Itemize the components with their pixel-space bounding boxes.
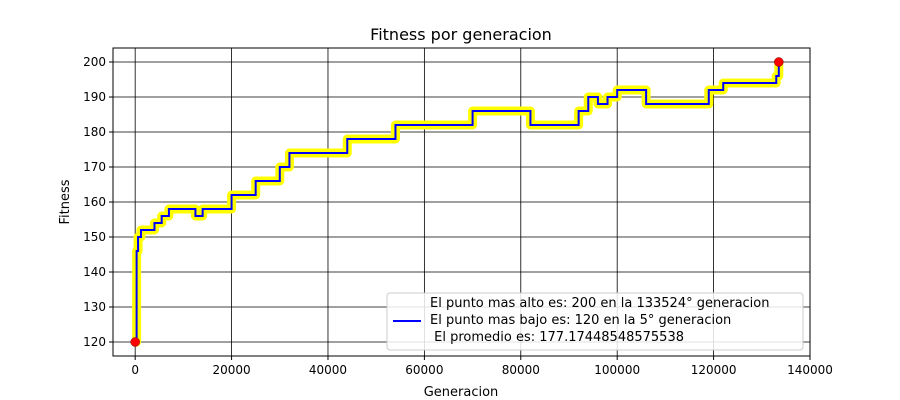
legend-box xyxy=(386,292,804,351)
y-tick-label: 130 xyxy=(83,300,106,314)
y-tick-label: 150 xyxy=(83,230,106,244)
chart-title: Fitness por generacion xyxy=(370,25,552,44)
legend-line-3: El promedio es: 177.17448548575538 xyxy=(430,330,684,345)
y-tick-label: 190 xyxy=(83,90,106,104)
x-tick-label: 20000 xyxy=(212,363,250,377)
legend-line-2: El punto mas bajo es: 120 en la 5° gener… xyxy=(430,313,731,328)
x-tick-label: 120000 xyxy=(691,363,737,377)
x-axis-label: Generacion xyxy=(424,385,499,400)
y-axis-label: Fitness xyxy=(58,179,73,224)
y-tick-label: 180 xyxy=(83,125,106,139)
x-tick-label: 80000 xyxy=(502,363,540,377)
series-line-0 xyxy=(135,62,780,343)
y-tick-label: 140 xyxy=(83,265,106,279)
y-tick-label: 120 xyxy=(83,335,106,349)
y-tick-label: 200 xyxy=(83,55,106,69)
extreme-point-1 xyxy=(774,57,784,67)
x-tick-label: 60000 xyxy=(405,363,443,377)
x-axis: 0 20000 40000 60000 80000 100000 120000 140000 xyxy=(131,356,833,377)
marker-layer xyxy=(130,57,784,347)
y-tick-label: 160 xyxy=(83,195,106,209)
series-layer xyxy=(130,57,784,347)
x-tick-label: 40000 xyxy=(309,363,347,377)
y-axis: 120 130 140 150 160 170 180 190 200 xyxy=(83,55,113,349)
x-tick-label: 140000 xyxy=(787,363,833,377)
y-tick-label: 170 xyxy=(83,160,106,174)
x-tick-label: 0 xyxy=(131,363,139,377)
x-tick-label: 100000 xyxy=(594,363,640,377)
legend: El punto mas alto es: 200 en la 133524° … xyxy=(386,292,804,351)
legend-line-1: El punto mas alto es: 200 en la 133524° … xyxy=(430,296,770,311)
extreme-point-0 xyxy=(130,337,140,347)
